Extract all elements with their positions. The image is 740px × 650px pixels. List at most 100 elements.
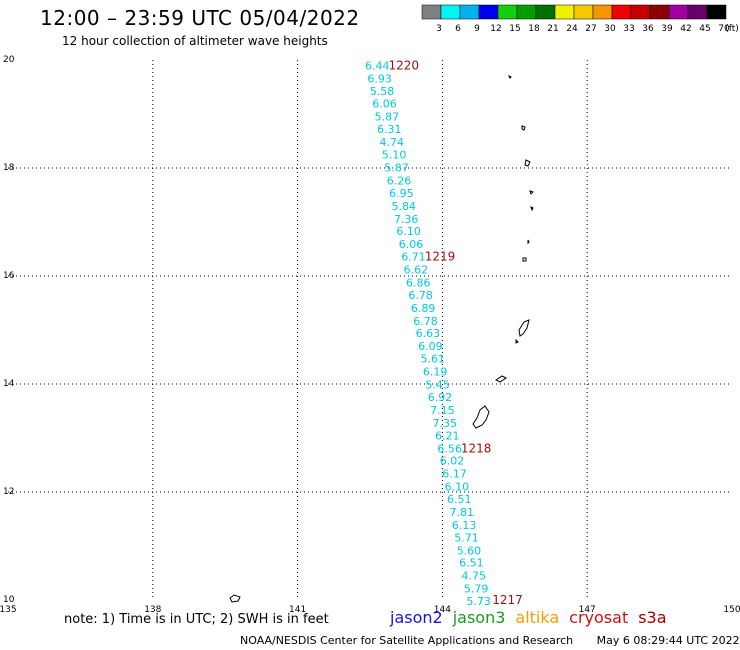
- colorbar-label: 33: [623, 24, 634, 34]
- y-tick-label: 10: [3, 595, 15, 605]
- colorbar-label: 6: [455, 24, 461, 34]
- colorbar-label: 70: [718, 24, 730, 34]
- swh-point: 6.09: [418, 340, 443, 353]
- swh-point: 6.89: [411, 302, 436, 315]
- time-label: 1219: [425, 250, 456, 264]
- swh-point: 6.95: [389, 187, 414, 200]
- x-tick-label: 141: [289, 605, 306, 615]
- colorbar-label: 9: [474, 24, 480, 34]
- satellite-label-jason3: jason3: [452, 608, 506, 627]
- swh-point: 6.86: [406, 276, 431, 289]
- swh-point: 5.79: [464, 583, 489, 596]
- island-outline: [472, 405, 490, 429]
- swh-point: 5.87: [384, 161, 409, 174]
- axis-tick-labels: 135 138 141 144 147 150 10 12 14 16 18 20: [0, 55, 740, 615]
- swh-point: 6.19: [423, 366, 448, 379]
- swh-point: 6.13: [452, 519, 477, 532]
- colorbar-label: 21: [547, 24, 558, 34]
- swh-point: 5.71: [454, 531, 479, 544]
- swh-point: 7.36: [394, 213, 419, 226]
- time-label: 1220: [389, 58, 420, 72]
- x-tick-label: 144: [434, 605, 451, 615]
- colorbar-label: 3: [436, 24, 442, 34]
- swh-point: 7.35: [433, 417, 458, 430]
- satellite-legend: jason2 jason3 altika cryosat s3a: [390, 608, 677, 627]
- colorbar-legend: 3 6 9 12 15 18 21 24 27 30 33 36 39 42 45 70(ft): [421, 4, 739, 34]
- x-tick-label: 138: [144, 605, 161, 615]
- island-outline: [507, 74, 512, 79]
- time-label: 1218: [461, 441, 492, 455]
- swh-point: 6.78: [413, 315, 438, 328]
- island-outline: [522, 257, 527, 262]
- colorbar-label: 39: [661, 24, 673, 34]
- island-outline: [524, 159, 531, 167]
- y-tick-label: 12: [3, 487, 14, 497]
- y-tick-label: 14: [3, 379, 15, 389]
- colorbar-label: 15: [509, 24, 520, 34]
- y-tick-label: 16: [3, 271, 15, 281]
- island-outline: [527, 239, 530, 245]
- colorbar-label: 30: [604, 24, 616, 34]
- swh-point: 5.87: [375, 111, 400, 124]
- colorbar-swatch: [706, 4, 727, 20]
- time-labels: 1220 1219 1218 1217: [389, 58, 523, 607]
- satellite-label-altika: altika: [515, 608, 560, 627]
- swh-point: 6.17: [442, 468, 467, 481]
- swh-point: 5.45: [425, 379, 450, 392]
- swh-point: 5.73: [466, 595, 491, 608]
- island-outline: [530, 206, 534, 212]
- x-tick-label: 147: [579, 605, 596, 615]
- swh-point: 6.06: [372, 98, 397, 111]
- footer-source: NOAA/NESDIS Center for Satellite Applica…: [240, 634, 574, 647]
- chart-subtitle: 12 hour collection of altimeter wave hei…: [62, 34, 328, 48]
- swh-point: 6.51: [459, 557, 484, 570]
- swh-point: 6.10: [445, 481, 470, 494]
- swh-point: 5.61: [420, 353, 445, 366]
- colorbar-label: 18: [528, 24, 540, 34]
- footer-timestamp: May 6 08:29:44 UTC 2022: [596, 634, 740, 647]
- swh-point: 6.56: [437, 442, 462, 455]
- swh-point: 6.06: [399, 238, 424, 251]
- island-outline: [515, 338, 519, 344]
- satellite-label-cryosat: cryosat: [569, 608, 629, 627]
- swh-point: 7.15: [430, 404, 455, 417]
- grid-lines: [8, 60, 732, 600]
- swh-point: 6.78: [408, 289, 433, 302]
- swh-point: 6.44: [365, 59, 390, 72]
- coastlines: [229, 74, 534, 603]
- colorbar-label: 36: [642, 24, 654, 34]
- colorbar-label: 12: [490, 24, 501, 34]
- swh-point: 6.10: [396, 225, 421, 238]
- island-outline: [229, 594, 241, 603]
- x-tick-label: 150: [723, 605, 740, 615]
- y-tick-label: 20: [3, 55, 15, 65]
- swh-point: 6.02: [440, 455, 465, 468]
- swh-point: 4.75: [462, 570, 487, 583]
- colorbar-label: 24: [566, 24, 578, 34]
- swh-point: 6.31: [377, 123, 402, 136]
- colorbar-label: 27: [585, 24, 596, 34]
- units-note: note: 1) Time is in UTC; 2) SWH is in fe…: [64, 612, 329, 627]
- swh-point: 6.92: [428, 391, 453, 404]
- swh-point: 5.58: [370, 85, 395, 98]
- colorbar-label: 45: [699, 24, 710, 34]
- island-outline: [495, 375, 507, 383]
- x-tick-label: 135: [0, 605, 17, 615]
- swh-point: 4.74: [379, 136, 404, 149]
- time-label: 1217: [492, 593, 523, 607]
- swh-point: 6.63: [416, 327, 441, 340]
- chart-title: 12:00 – 23:59 UTC 05/04/2022: [40, 6, 360, 30]
- swh-point: 6.26: [387, 174, 412, 187]
- island-outline: [521, 125, 526, 131]
- swh-point: 5.10: [382, 149, 407, 162]
- swh-point: 5.84: [392, 200, 417, 213]
- swh-point: 5.60: [457, 544, 482, 557]
- footer: NOAA/NESDIS Center for Satellite Applica…: [240, 634, 740, 647]
- island-outline: [518, 319, 530, 337]
- swh-point: 6.93: [367, 72, 392, 85]
- swh-point: 6.71: [401, 251, 426, 264]
- swh-point: 6.51: [447, 493, 472, 506]
- swh-point: 7.81: [449, 506, 474, 519]
- swh-point: 6.21: [435, 429, 460, 442]
